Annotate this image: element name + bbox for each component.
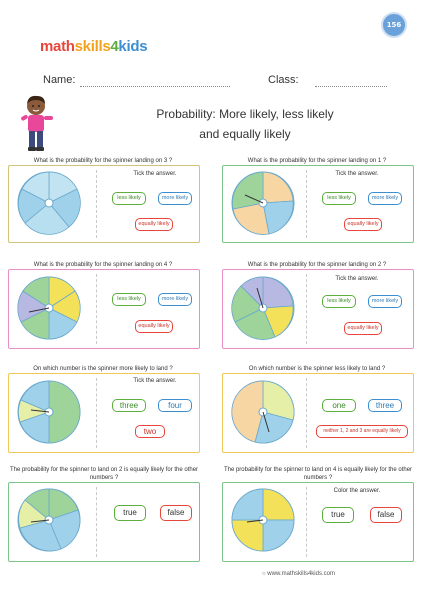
card-4-equally-likely-button[interactable]: equally likely bbox=[344, 322, 382, 335]
class-label: Class: bbox=[268, 74, 299, 86]
spinner-4-icon bbox=[231, 276, 295, 340]
logo-part-skills: skills bbox=[74, 38, 111, 55]
globe-icon: ○ bbox=[262, 571, 268, 577]
card-7-true-button[interactable]: true bbox=[114, 505, 146, 521]
card-3-question: What is the probability for the spinner … bbox=[33, 262, 173, 268]
name-field[interactable] bbox=[80, 76, 230, 87]
page-subtitle: and equally likely bbox=[199, 127, 291, 141]
card-4-question: What is the probability for the spinner … bbox=[247, 262, 387, 268]
spinner-5-icon bbox=[17, 380, 81, 444]
card-2-more-likely-button[interactable]: more likely bbox=[368, 192, 402, 205]
card-6-question: On which number is the spinner less like… bbox=[248, 366, 386, 372]
card-3-equally-likely-button[interactable]: equally likely bbox=[135, 320, 173, 333]
card-7-false-button[interactable]: false bbox=[160, 505, 192, 521]
card-1-question: What is the probability for the spinner … bbox=[33, 158, 173, 164]
card-3-divider bbox=[96, 274, 97, 344]
card-1-divider bbox=[96, 170, 97, 238]
card-7-divider bbox=[96, 487, 97, 557]
card-1-less-likely-button[interactable]: less likely bbox=[112, 192, 146, 205]
card-2-question: What is the probability for the spinner … bbox=[247, 158, 387, 164]
card-1-more-likely-button[interactable]: more likely bbox=[158, 192, 192, 205]
footer-url: ○ www.mathskills4kids.com bbox=[262, 571, 335, 577]
card-7-question: The probability for the spinner to land … bbox=[9, 467, 199, 481]
page-title: Probability: More likely, less likely bbox=[156, 107, 334, 121]
spinner-6-icon bbox=[231, 380, 295, 444]
card-5-question: On which number is the spinner more like… bbox=[33, 366, 173, 372]
card-8-false-button[interactable]: false bbox=[370, 507, 402, 523]
card-4-less-likely-button[interactable]: less likely bbox=[322, 295, 356, 308]
card-8-question: The probability for the spinner to land … bbox=[223, 467, 413, 481]
spinner-1-icon bbox=[17, 171, 81, 235]
card-4-instruction: Tick the answer. bbox=[335, 276, 379, 282]
card-5-divider bbox=[96, 378, 97, 448]
card-2-less-likely-button[interactable]: less likely bbox=[322, 192, 356, 205]
card-4-more-likely-button[interactable]: more likely bbox=[368, 295, 402, 308]
card-4-divider bbox=[306, 274, 307, 344]
card-5-four-button[interactable]: four bbox=[158, 399, 192, 412]
spinner-7-icon bbox=[17, 488, 81, 552]
card-8-instruction: Color the answer. bbox=[333, 488, 381, 494]
spinner-3-icon bbox=[17, 276, 81, 340]
name-label: Name: bbox=[43, 74, 76, 86]
card-6-neither-button[interactable]: neither 1, 2 and 3 are equally likely bbox=[316, 425, 408, 438]
site-logo: mathskills4kids bbox=[40, 38, 148, 55]
logo-part-math: math bbox=[40, 38, 75, 55]
logo-part-kids: kids bbox=[118, 38, 148, 55]
card-1-instruction: Tick the answer. bbox=[133, 171, 177, 177]
card-1-equally-likely-button[interactable]: equally likely bbox=[135, 218, 173, 231]
card-3-more-likely-button[interactable]: more likely bbox=[158, 293, 192, 306]
card-2-equally-likely-button[interactable]: equally likely bbox=[344, 218, 382, 231]
card-6-three-button[interactable]: three bbox=[368, 399, 402, 412]
card-6-divider bbox=[306, 378, 307, 448]
footer-url-text: www.mathskills4kids.com bbox=[267, 571, 335, 577]
card-5-three-button[interactable]: three bbox=[112, 399, 146, 412]
page-number-badge: 156 bbox=[381, 12, 407, 38]
logo-part-4: 4 bbox=[110, 38, 119, 55]
card-3-less-likely-button[interactable]: less likely bbox=[112, 293, 146, 306]
card-6-one-button[interactable]: one bbox=[322, 399, 356, 412]
class-field[interactable] bbox=[315, 76, 387, 87]
card-5-two-button[interactable]: two bbox=[135, 425, 165, 438]
card-5-instruction: Tick the answer. bbox=[133, 378, 177, 384]
spinner-2-icon bbox=[231, 171, 295, 235]
boy-illustration-icon bbox=[21, 95, 53, 151]
spinner-8-icon bbox=[231, 488, 295, 552]
card-8-true-button[interactable]: true bbox=[322, 507, 354, 523]
card-8-divider bbox=[306, 487, 307, 557]
card-2-divider bbox=[306, 170, 307, 238]
card-2-instruction: Tick the answer. bbox=[335, 171, 379, 177]
